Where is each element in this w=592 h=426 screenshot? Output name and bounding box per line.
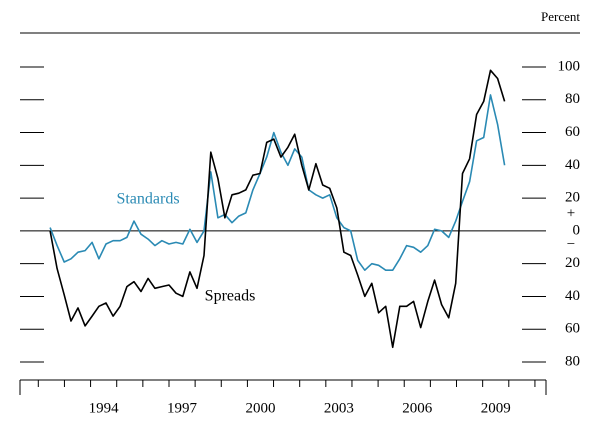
x-tick-label: 1994 — [89, 400, 120, 416]
series-label: Standards — [116, 191, 179, 208]
y-tick-label: 0 — [573, 222, 581, 238]
y-tick-label: 40 — [565, 288, 580, 304]
series-label: Spreads — [205, 288, 256, 305]
series-line — [49, 69, 506, 349]
y-tick-label: 20 — [565, 255, 580, 271]
x-tick-label: 2009 — [481, 400, 511, 416]
y-tick-label: 80 — [565, 91, 580, 107]
y-tick-label: 80 — [565, 353, 580, 369]
minus-sign: − — [567, 236, 575, 252]
x-tick-label: 2000 — [245, 400, 275, 416]
x-tick-label: 2006 — [402, 400, 433, 416]
y-tick-label: 20 — [565, 190, 580, 206]
y-tick-label: 60 — [565, 124, 580, 140]
series-line — [49, 94, 506, 271]
y-axis-label: Percent — [541, 9, 580, 24]
x-tick-label: 1997 — [167, 400, 198, 416]
y-tick-label: 40 — [565, 157, 580, 173]
y-tick-label: 60 — [565, 321, 580, 337]
plus-sign: + — [567, 205, 575, 221]
x-tick-label: 2003 — [324, 400, 354, 416]
y-tick-label: 100 — [558, 58, 581, 74]
